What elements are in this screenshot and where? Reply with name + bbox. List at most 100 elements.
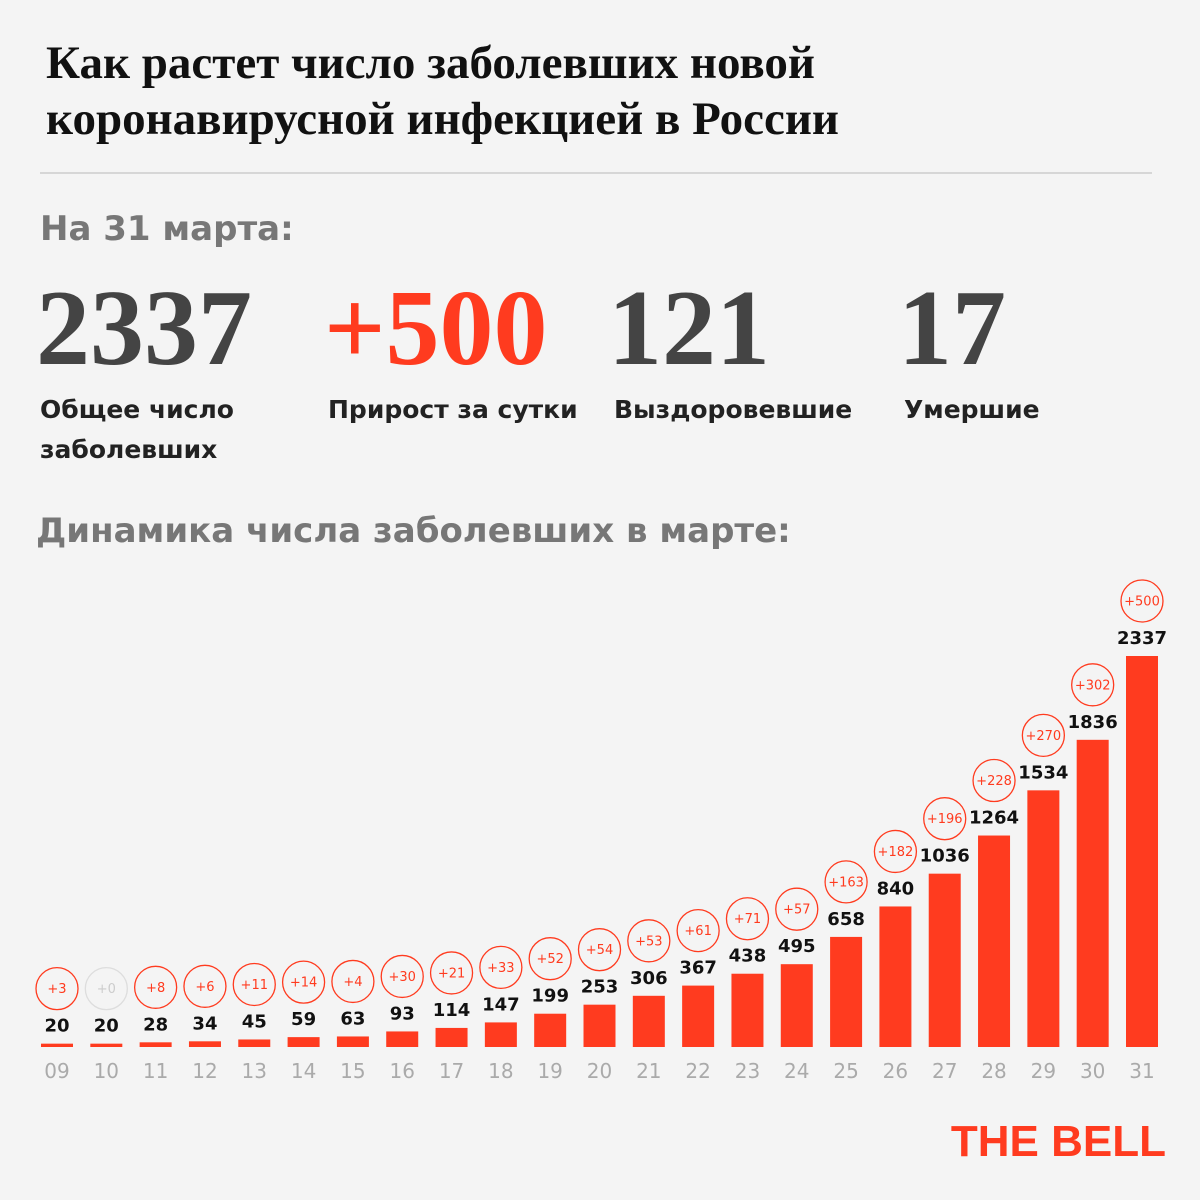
x-tick-label: 22 [685, 1059, 710, 1083]
bar [139, 1042, 172, 1047]
bar [879, 906, 912, 1047]
change-badge [380, 954, 424, 999]
chart-title: Динамика числа заболевших в марте: [36, 511, 791, 551]
change-label: +71 [734, 912, 761, 927]
title-line: Как растет число заболевших новой [46, 37, 815, 89]
x-tick-label: 16 [390, 1059, 415, 1083]
change-label: +500 [1124, 595, 1160, 610]
change-label: +228 [976, 774, 1012, 789]
value-label: 45 [242, 1011, 267, 1032]
change-label: +270 [1026, 729, 1062, 744]
x-tick-label: 15 [340, 1059, 365, 1083]
stat-value: +500 [324, 269, 548, 388]
x-tick-label: 12 [192, 1059, 217, 1083]
bar [780, 964, 813, 1047]
change-badge [775, 887, 819, 931]
change-label: +4 [343, 975, 362, 990]
stat-value: 2337 [36, 269, 252, 388]
change-badge [133, 965, 178, 1009]
change-badge [479, 945, 523, 990]
change-label: +14 [290, 976, 317, 991]
bar [978, 835, 1011, 1047]
bar [928, 873, 961, 1047]
bar [41, 1043, 73, 1047]
value-label: 1036 [920, 846, 970, 867]
value-label: 114 [433, 1000, 471, 1021]
x-tick-label: 11 [143, 1059, 168, 1083]
value-label: 63 [340, 1008, 365, 1029]
bar [336, 1036, 369, 1047]
x-tick-label: 25 [833, 1059, 858, 1083]
value-label: 93 [390, 1003, 415, 1024]
bar [1076, 739, 1109, 1047]
value-label: 1534 [1018, 762, 1068, 783]
value-label: 253 [581, 977, 619, 998]
change-label: +33 [487, 961, 514, 976]
change-badge [1120, 579, 1164, 623]
change-label: +57 [783, 903, 810, 918]
change-label: +54 [586, 943, 613, 958]
change-badge [35, 967, 79, 1011]
x-tick-label: 24 [784, 1059, 809, 1083]
value-label: 1836 [1068, 712, 1118, 733]
bar [583, 1004, 616, 1047]
change-label: +8 [146, 981, 165, 996]
brand: THE BELL [951, 1117, 1166, 1166]
change-label: +0 [97, 982, 116, 997]
x-tick-label: 13 [242, 1059, 267, 1083]
change-badge [577, 928, 622, 972]
title-line: коронавирусной инфекцией в России [46, 93, 839, 145]
change-label: +6 [195, 980, 214, 995]
change-label: +61 [684, 924, 711, 939]
value-label: 438 [729, 946, 767, 967]
change-badge [824, 860, 868, 904]
bar [484, 1022, 517, 1047]
value-label: 28 [143, 1014, 168, 1035]
x-tick-label: 18 [488, 1059, 513, 1083]
change-badge [84, 967, 128, 1011]
bar [238, 1039, 271, 1047]
stat-value: 121 [608, 269, 770, 388]
bar [1126, 656, 1158, 1047]
stat-label: Общее число [40, 395, 234, 424]
stat-label: Выздоровевшие [614, 395, 852, 424]
bar [188, 1041, 221, 1047]
value-label: 34 [192, 1013, 217, 1034]
stat-value: 17 [898, 269, 1006, 388]
change-label: +52 [536, 952, 563, 967]
change-label: +21 [438, 966, 465, 981]
change-badge [873, 829, 918, 874]
bar [830, 936, 863, 1047]
value-label: 199 [531, 986, 569, 1007]
change-label: +53 [635, 934, 662, 949]
value-label: 147 [482, 994, 520, 1015]
change-badge [972, 758, 1016, 803]
value-label: 20 [44, 1016, 69, 1037]
bar [682, 985, 715, 1047]
x-tick-label: 21 [636, 1059, 661, 1083]
x-tick-label: 17 [439, 1059, 464, 1083]
x-tick-label: 29 [1031, 1059, 1056, 1083]
bar [90, 1043, 123, 1047]
change-label: +3 [47, 982, 66, 997]
x-tick-label: 20 [587, 1059, 612, 1083]
change-badge [331, 959, 375, 1004]
x-tick-label: 23 [735, 1059, 760, 1083]
change-badge [281, 960, 326, 1004]
change-label: +11 [241, 978, 268, 993]
x-tick-label: 09 [44, 1059, 69, 1083]
change-badge [725, 897, 770, 941]
change-badge [627, 919, 671, 963]
change-label: +163 [828, 875, 864, 890]
change-badge [232, 962, 276, 1007]
bar [435, 1027, 468, 1047]
x-tick-label: 10 [94, 1059, 119, 1083]
value-label: 1264 [969, 808, 1019, 829]
change-badge [1071, 663, 1115, 707]
x-tick-label: 14 [291, 1059, 316, 1083]
change-label: +30 [389, 970, 416, 985]
value-label: 658 [827, 909, 865, 930]
x-tick-label: 27 [932, 1059, 957, 1083]
bar [534, 1013, 567, 1047]
